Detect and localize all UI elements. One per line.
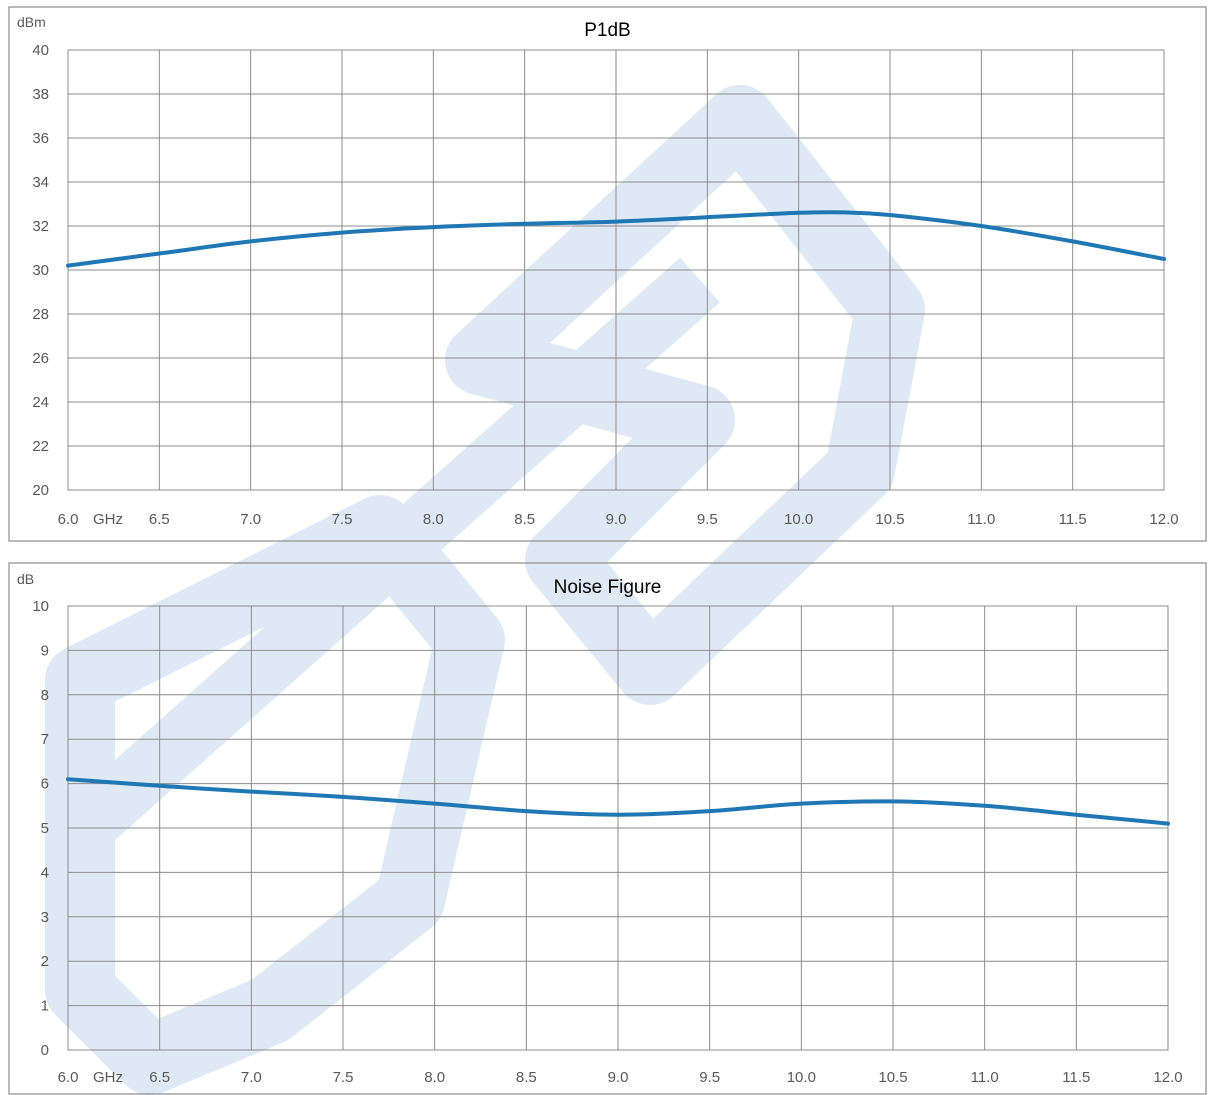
y-tick-label: 40 [32, 42, 49, 59]
x-tick-label: 9.5 [697, 511, 718, 528]
series-line [66, 777, 1170, 826]
x-tick-label: 8.0 [424, 1069, 445, 1086]
x-tick-label: 10.5 [878, 1069, 907, 1086]
x-tick-label: 7.5 [332, 511, 353, 528]
watermark-shape [50, 257, 720, 863]
y-tick-label: 8 [41, 687, 49, 704]
x-tick-label: 7.0 [241, 1069, 262, 1086]
y-tick-label: 10 [32, 598, 49, 615]
watermark-shape [445, 85, 925, 705]
x-tick-label: 6.0 [58, 1069, 79, 1086]
watermark-logo [45, 85, 925, 1095]
y-tick-label: 6 [41, 776, 49, 793]
chart-frame [8, 562, 1207, 1095]
x-tick-label: 8.5 [516, 1069, 537, 1086]
x-axis-unit: GHz [93, 511, 123, 528]
x-tick-label: 12.0 [1153, 1069, 1182, 1086]
x-tick-label: 9.5 [699, 1069, 720, 1086]
y-tick-label: 36 [32, 130, 49, 147]
y-tick-label: 28 [32, 306, 49, 323]
chart-title: Noise Figure [554, 577, 662, 598]
y-tick-label: 0 [41, 1042, 49, 1059]
plot-area [67, 49, 1165, 491]
y-tick-label: 38 [32, 86, 49, 103]
y-tick-label: 24 [32, 394, 49, 411]
y-tick-label: 30 [32, 262, 49, 279]
y-tick-label: 22 [32, 438, 49, 455]
x-axis-unit: GHz [93, 1069, 123, 1086]
series-line [66, 210, 1166, 268]
chart-title: P1dB [584, 20, 630, 41]
p1db-chart: P1dB dBm 20 22 24 26 28 30 32 34 36 38 40 6.0 6.5 7.0 7.… [8, 6, 1207, 542]
y-tick-label: 2 [41, 953, 49, 970]
x-tick-label: 9.0 [606, 511, 627, 528]
y-axis-unit: dBm [17, 14, 46, 30]
noise-figure-chart: Noise Figure dB 0 1 2 3 4 5 6 7 8 9 10 6.0 6.5 7.0 7.5 8.… [8, 562, 1207, 1095]
x-tick-label: 6.5 [149, 511, 170, 528]
gridlines [67, 49, 1165, 491]
x-tick-label: 10.5 [875, 511, 904, 528]
y-tick-label: 3 [41, 909, 49, 926]
x-tick-label: 8.5 [514, 511, 535, 528]
x-tick-label: 11.5 [1059, 511, 1087, 528]
x-tick-label: 6.5 [149, 1069, 170, 1086]
y-tick-label: 7 [41, 731, 49, 748]
x-tick-label: 12.0 [1149, 511, 1178, 528]
x-tick-label: 8.0 [423, 511, 444, 528]
x-tick-label: 9.0 [608, 1069, 629, 1086]
chart-frame [8, 6, 1207, 542]
x-tick-label: 7.5 [333, 1069, 354, 1086]
x-tick-label: 11.0 [967, 511, 995, 528]
y-tick-label: 26 [32, 350, 49, 367]
x-tick-label: 6.0 [58, 511, 79, 528]
y-tick-label: 9 [41, 642, 49, 659]
y-tick-label: 1 [41, 998, 49, 1015]
plot-area [67, 605, 1169, 1051]
y-tick-label: 5 [41, 820, 49, 837]
y-axis-unit: dB [17, 571, 34, 587]
x-tick-label: 11.5 [1062, 1069, 1090, 1086]
x-tick-label: 7.0 [240, 511, 261, 528]
y-tick-label: 20 [32, 482, 49, 499]
y-tick-label: 34 [32, 174, 49, 191]
x-tick-label: 10.0 [787, 1069, 816, 1086]
y-tick-label: 32 [32, 218, 49, 235]
x-tick-label: 10.0 [784, 511, 813, 528]
x-tick-label: 11.0 [971, 1069, 999, 1086]
y-tick-label: 4 [41, 864, 49, 881]
